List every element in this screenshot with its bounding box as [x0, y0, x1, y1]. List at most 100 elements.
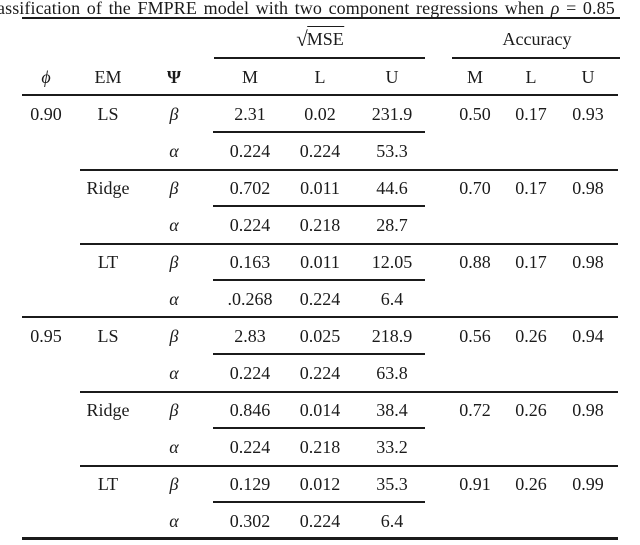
table-row: 0.95 LS β 2.83 0.025 218.9 0.56 0.26 0.9…	[0, 318, 640, 355]
table-row: α 0.224 0.224 63.8	[0, 355, 640, 392]
table-row: α 0.224 0.218 33.2	[0, 429, 640, 466]
mse-group-header: √MSE	[296, 24, 344, 54]
table-row: α 0.224 0.218 28.7	[0, 207, 640, 244]
cell-mse-m: 2.31	[234, 104, 266, 124]
cell-acc-m: 0.56	[459, 326, 491, 346]
cell-mse-u: 35.3	[376, 474, 408, 494]
mse-group-label: MSE	[306, 26, 344, 51]
cell-em: LT	[97, 474, 119, 494]
cell-mse-l: 0.224	[299, 363, 341, 383]
bottom-rule	[22, 537, 618, 540]
cell-psi: α	[169, 289, 179, 309]
cell-mse-u: 44.6	[376, 178, 408, 198]
cell-acc-u: 0.93	[572, 104, 604, 124]
cell-mse-m: 0.702	[229, 178, 271, 198]
cell-acc-l: 0.17	[515, 104, 547, 124]
cell-mse-l: 0.012	[299, 474, 341, 494]
cell-acc-l: 0.17	[515, 178, 547, 198]
mse-group-rule	[214, 57, 425, 59]
cell-em: Ridge	[86, 400, 130, 420]
cell-mse-m: .0.268	[227, 289, 273, 309]
header-phi: ϕ	[41, 67, 51, 87]
cell-mse-u: 12.05	[371, 252, 413, 272]
cell-mse-l: 0.011	[300, 178, 340, 198]
accuracy-group-label: Accuracy	[502, 29, 572, 49]
cell-mse-l: 0.218	[299, 437, 341, 457]
section-rule-ls-090	[80, 169, 618, 171]
cell-psi: β	[169, 326, 179, 346]
cell-acc-l: 0.26	[515, 400, 547, 420]
header-acc-m: M	[466, 67, 484, 87]
cell-mse-m: 0.846	[229, 400, 271, 420]
cell-phi: 0.95	[30, 326, 62, 346]
cell-psi: α	[169, 511, 179, 531]
cell-em: LS	[97, 326, 119, 346]
cell-psi: β	[169, 252, 179, 272]
cell-em: Ridge	[86, 178, 130, 198]
cell-mse-m: 0.302	[229, 511, 271, 531]
cell-mse-m: 0.224	[229, 215, 271, 235]
header-mse-l: L	[314, 67, 326, 87]
cell-acc-m: 0.50	[459, 104, 491, 124]
cell-mse-u: 28.7	[376, 215, 408, 235]
beta-midrule-3	[213, 279, 425, 281]
cell-mse-u: 63.8	[376, 363, 408, 383]
beta-midrule-1	[213, 131, 425, 133]
header-mse-m: M	[241, 67, 259, 87]
cell-mse-l: 0.011	[300, 252, 340, 272]
table-row: Ridge β 0.846 0.014 38.4 0.72 0.26 0.98	[0, 392, 640, 429]
radical-icon: √	[296, 27, 308, 51]
cell-psi: α	[169, 437, 179, 457]
cell-mse-l: 0.224	[299, 511, 341, 531]
header-acc-u: U	[581, 67, 595, 87]
cell-em: LT	[97, 252, 119, 272]
header-mse-u: U	[385, 67, 399, 87]
beta-midrule-4	[213, 353, 425, 355]
table-row: α 0.224 0.224 53.3	[0, 133, 640, 170]
table-row: 0.90 LS β 2.31 0.02 231.9 0.50 0.17 0.93	[0, 96, 640, 133]
header-acc-l: L	[525, 67, 537, 87]
cell-mse-m: 2.83	[234, 326, 266, 346]
cell-mse-u: 6.4	[380, 289, 404, 309]
table-row: Ridge β 0.702 0.011 44.6 0.70 0.17 0.98	[0, 170, 640, 207]
phi-divider-rule	[22, 316, 618, 318]
cell-acc-m: 0.91	[459, 474, 491, 494]
cell-mse-l: 0.224	[299, 289, 341, 309]
header-psi: Ψ	[166, 67, 182, 87]
cell-mse-l: 0.014	[299, 400, 341, 420]
cell-acc-u: 0.98	[572, 252, 604, 272]
table-row: LT β 0.129 0.012 35.3 0.91 0.26 0.99	[0, 466, 640, 503]
beta-midrule-2	[213, 205, 425, 207]
cell-mse-u: 33.2	[376, 437, 408, 457]
cell-mse-u: 38.4	[376, 400, 408, 420]
cell-mse-l: 0.02	[304, 104, 336, 124]
cell-mse-m: 0.224	[229, 437, 271, 457]
caption-value: = 0.85	[559, 0, 615, 18]
cell-mse-u: 218.9	[371, 326, 413, 346]
cell-acc-u: 0.99	[572, 474, 604, 494]
cell-mse-l: 0.218	[299, 215, 341, 235]
cell-acc-l: 0.26	[515, 474, 547, 494]
cell-mse-m: 0.224	[229, 363, 271, 383]
cell-acc-m: 0.72	[459, 400, 491, 420]
cell-acc-l: 0.26	[515, 326, 547, 346]
accuracy-group-header: Accuracy	[503, 24, 572, 54]
cell-psi: β	[169, 178, 179, 198]
column-header-row: ϕ EM Ψ M L U M L U	[0, 60, 640, 94]
header-rule	[22, 94, 618, 96]
cell-mse-l: 0.025	[299, 326, 341, 346]
cell-acc-u: 0.98	[572, 178, 604, 198]
cell-psi: β	[169, 474, 179, 494]
cell-mse-u: 231.9	[371, 104, 413, 124]
cell-acc-m: 0.70	[459, 178, 491, 198]
beta-midrule-6	[213, 501, 425, 503]
cell-acc-u: 0.98	[572, 400, 604, 420]
cell-mse-m: 0.129	[229, 474, 271, 494]
caption-text: assification of the FMPRE model with two…	[0, 0, 551, 18]
cell-acc-u: 0.94	[572, 326, 604, 346]
cell-psi: β	[169, 104, 179, 124]
cell-mse-l: 0.224	[299, 141, 341, 161]
header-em: EM	[94, 67, 122, 87]
rho-symbol: ρ	[550, 0, 560, 18]
